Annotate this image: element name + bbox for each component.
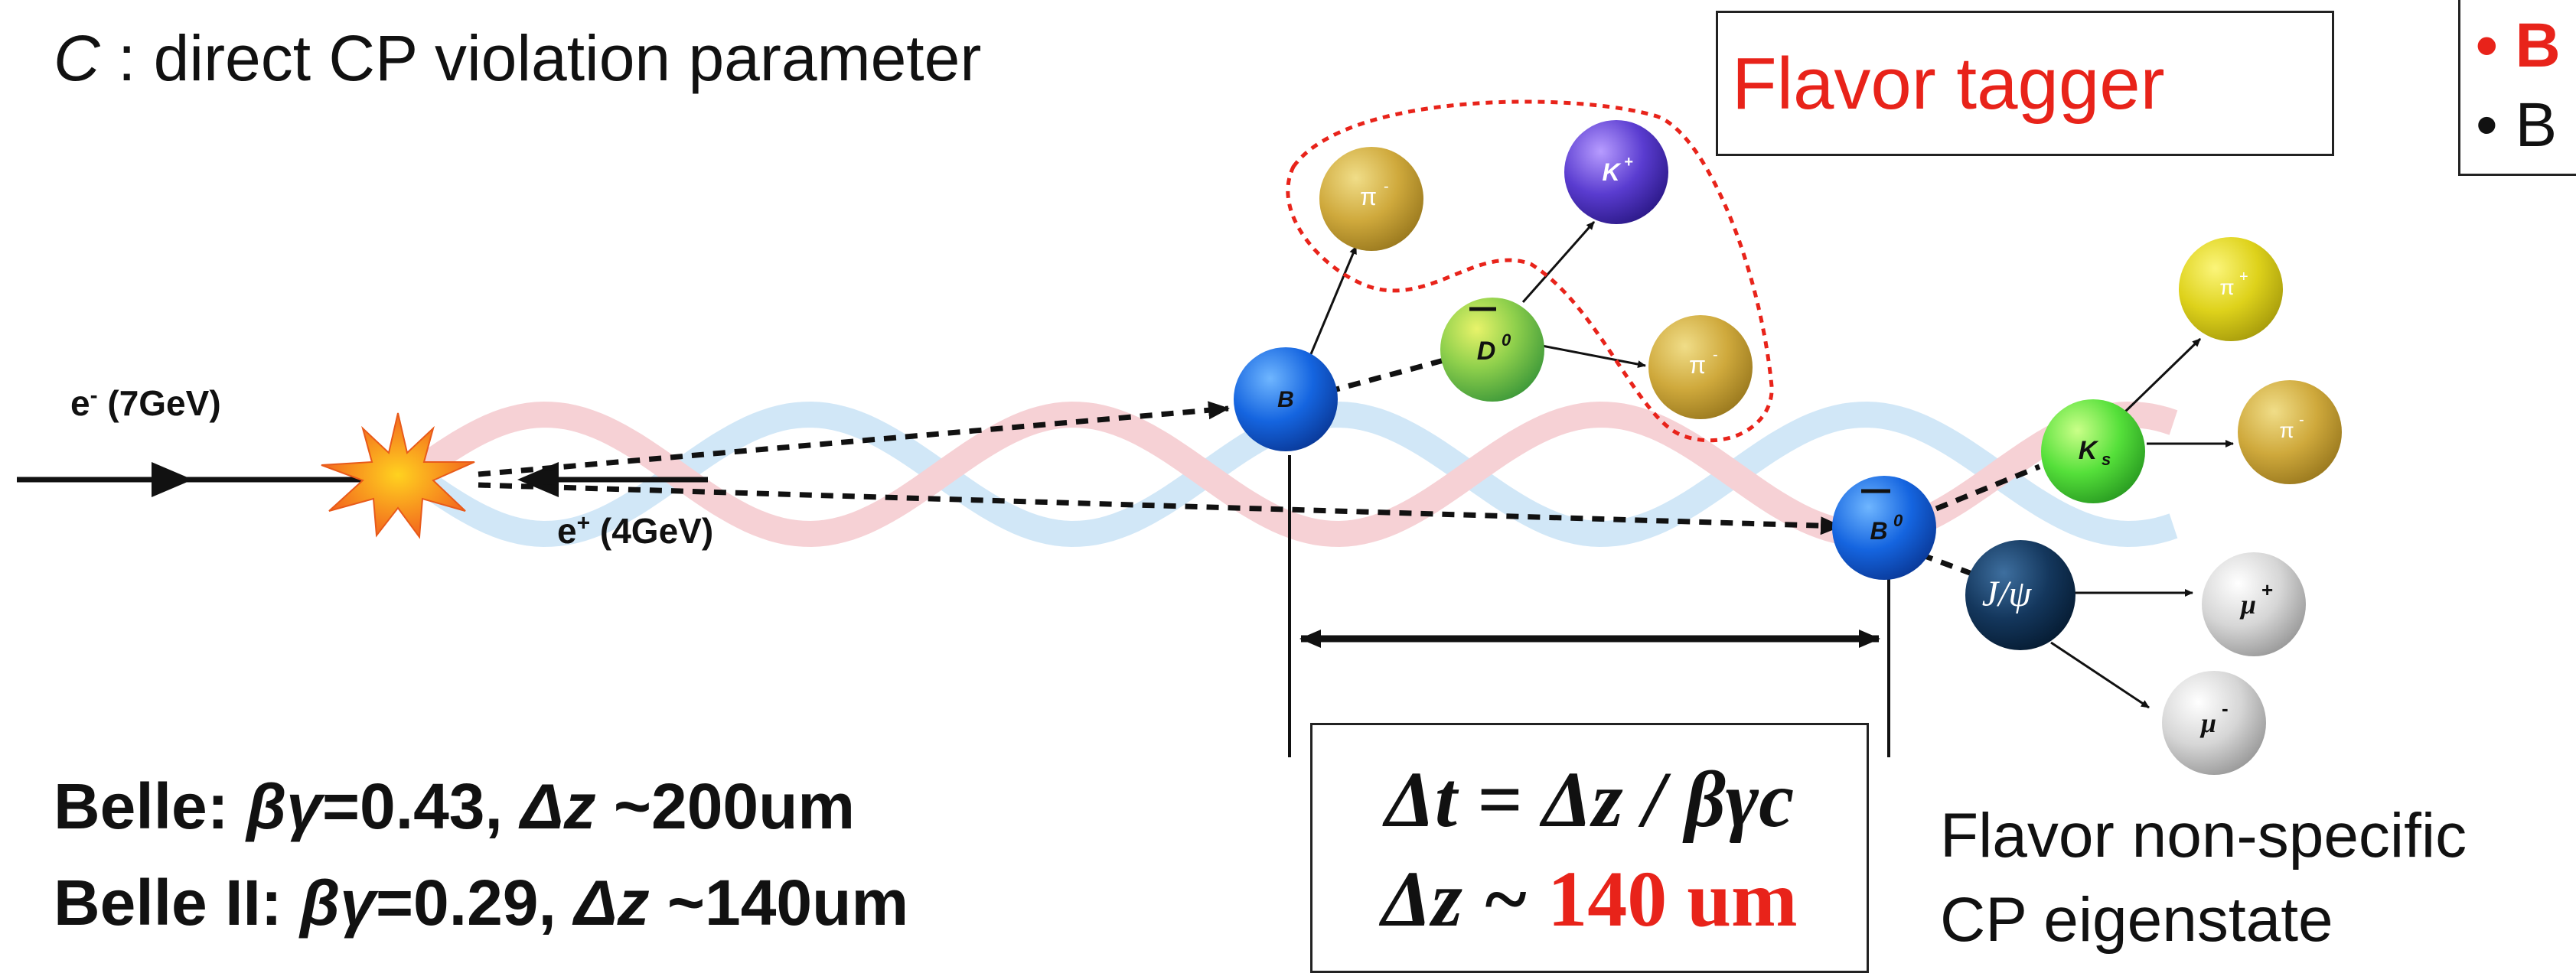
belle-bg-symbol: βγ xyxy=(246,770,322,842)
particles: B π - D 0 K + π - B xyxy=(1234,120,2342,775)
delta-z-marker xyxy=(1288,455,1890,757)
formula-line-1: Δt = Δz / βγc xyxy=(1384,756,1795,844)
formula-line-2-prefix: Δz ~ xyxy=(1381,855,1548,943)
arrow-jpsi-muminus xyxy=(2050,641,2150,709)
particle-d0bar: D 0 xyxy=(1440,298,1544,402)
particle-pi-minus-ks: π - xyxy=(2238,380,2342,484)
k-plus-sup: + xyxy=(1624,154,1633,171)
belle2-name: Belle II: xyxy=(54,867,301,939)
particle-pi-minus-d: π - xyxy=(1648,315,1753,419)
electron-beam-label: e- (7GeV) xyxy=(70,382,221,424)
belle2-dz-value: ~140um xyxy=(649,867,909,939)
c-symbol: C xyxy=(54,22,100,94)
positron-sup: + xyxy=(576,510,591,536)
pi-minus-d-label: π xyxy=(1689,351,1706,379)
belle2-bg-symbol: βγ xyxy=(300,867,376,939)
mu-plus-sup: + xyxy=(2261,578,2273,601)
particle-k-plus: K + xyxy=(1564,120,1668,224)
belle-dz-value: ~200um xyxy=(595,770,856,842)
particle-pi-minus-tag: π - xyxy=(1319,147,1423,251)
belle2-bg-value: =0.29, xyxy=(375,867,575,939)
belle-dz-symbol: Δz xyxy=(520,770,596,842)
ks-label: K xyxy=(2079,436,2099,465)
arrow-d-k xyxy=(1521,221,1596,303)
positron-beam-label: e+ (4GeV) xyxy=(557,510,713,552)
electron-sup: - xyxy=(90,382,98,408)
electron-arrow-icon xyxy=(152,462,193,497)
flavor-tagger-label: Flavor tagger xyxy=(1732,43,2165,125)
positron-energy: (4GeV) xyxy=(590,511,714,551)
pi-minus-tag-sup: - xyxy=(1384,178,1389,195)
k-plus-label: K xyxy=(1602,158,1622,186)
electron-beam-line xyxy=(17,462,383,497)
belle2-dz-symbol: Δz xyxy=(574,867,650,939)
belle-name: Belle: xyxy=(54,770,247,842)
legend-bullet-1: • B xyxy=(2476,11,2561,80)
belle2-parameters: Belle II: βγ=0.29, Δz ~140um xyxy=(54,866,908,940)
legend-fragment-box: • B • B xyxy=(2458,0,2576,176)
pi-minus-d-sup: - xyxy=(1713,347,1718,363)
collision-star-icon xyxy=(321,412,475,539)
arrow-d-pi xyxy=(1541,344,1646,369)
pi-plus-label: π xyxy=(2219,275,2234,299)
jpsi-label: J/ψ xyxy=(1982,574,2033,614)
track-b-d0 xyxy=(1327,356,1447,395)
mu-plus-label: μ xyxy=(2239,589,2256,620)
particle-mu-minus: μ - xyxy=(2162,671,2266,775)
d0bar-label: D xyxy=(1477,337,1496,366)
particle-b0bar: B 0 xyxy=(1832,476,1936,580)
b0bar-sup: 0 xyxy=(1893,511,1903,530)
pi-minus-ks-sup: - xyxy=(2299,412,2304,428)
belle-bg-value: =0.43, xyxy=(321,770,521,842)
b0bar-label: B xyxy=(1870,517,1887,545)
pi-minus-tag-label: π xyxy=(1360,183,1377,210)
formula-line-2-value: 140 um xyxy=(1547,855,1798,943)
cp-state-line-1: Flavor non-specific xyxy=(1940,801,2467,870)
positron-symbol: e xyxy=(557,511,577,551)
flavor-tagger-outline xyxy=(1286,99,1774,443)
particle-b: B xyxy=(1234,347,1338,451)
formula-box: Δt = Δz / βγc Δz ~ 140 um xyxy=(1310,723,1869,973)
particle-ks: K s xyxy=(2041,399,2145,503)
electron-symbol: e xyxy=(70,383,90,423)
pi-minus-ks-label: π xyxy=(2279,418,2294,442)
c-description: : direct CP violation parameter xyxy=(99,22,982,94)
d0bar-sup: 0 xyxy=(1502,330,1511,350)
mu-minus-label: μ xyxy=(2199,708,2216,738)
particle-pi-plus: π + xyxy=(2179,237,2283,341)
particle-b-label: B xyxy=(1277,387,1294,412)
belle-parameters: Belle: βγ=0.43, Δz ~200um xyxy=(54,770,855,844)
flavor-tagger-box: Flavor tagger xyxy=(1716,11,2334,156)
particle-mu-plus: μ + xyxy=(2202,552,2306,656)
legend-bullet-2: • B xyxy=(2476,90,2558,160)
cp-state-line-2: CP eigenstate xyxy=(1940,885,2333,955)
arrow-b-pi xyxy=(1307,246,1358,360)
pi-plus-sup: + xyxy=(2239,268,2248,285)
particle-jpsi: J/ψ xyxy=(1965,540,2075,650)
arrow-ks-piplus xyxy=(2122,337,2202,415)
track-to-b xyxy=(478,401,1230,477)
ks-sub: s xyxy=(2102,450,2111,469)
cp-parameter-line: C : direct CP violation parameter xyxy=(54,21,981,96)
electron-energy: (7GeV) xyxy=(97,383,221,423)
decay-arrows xyxy=(1307,221,2234,709)
mu-minus-sup: - xyxy=(2222,697,2229,720)
track-to-b0bar xyxy=(478,482,1842,535)
track-b0bar-ks xyxy=(1935,464,2041,512)
formula-line-2: Δz ~ 140 um xyxy=(1312,854,1867,945)
